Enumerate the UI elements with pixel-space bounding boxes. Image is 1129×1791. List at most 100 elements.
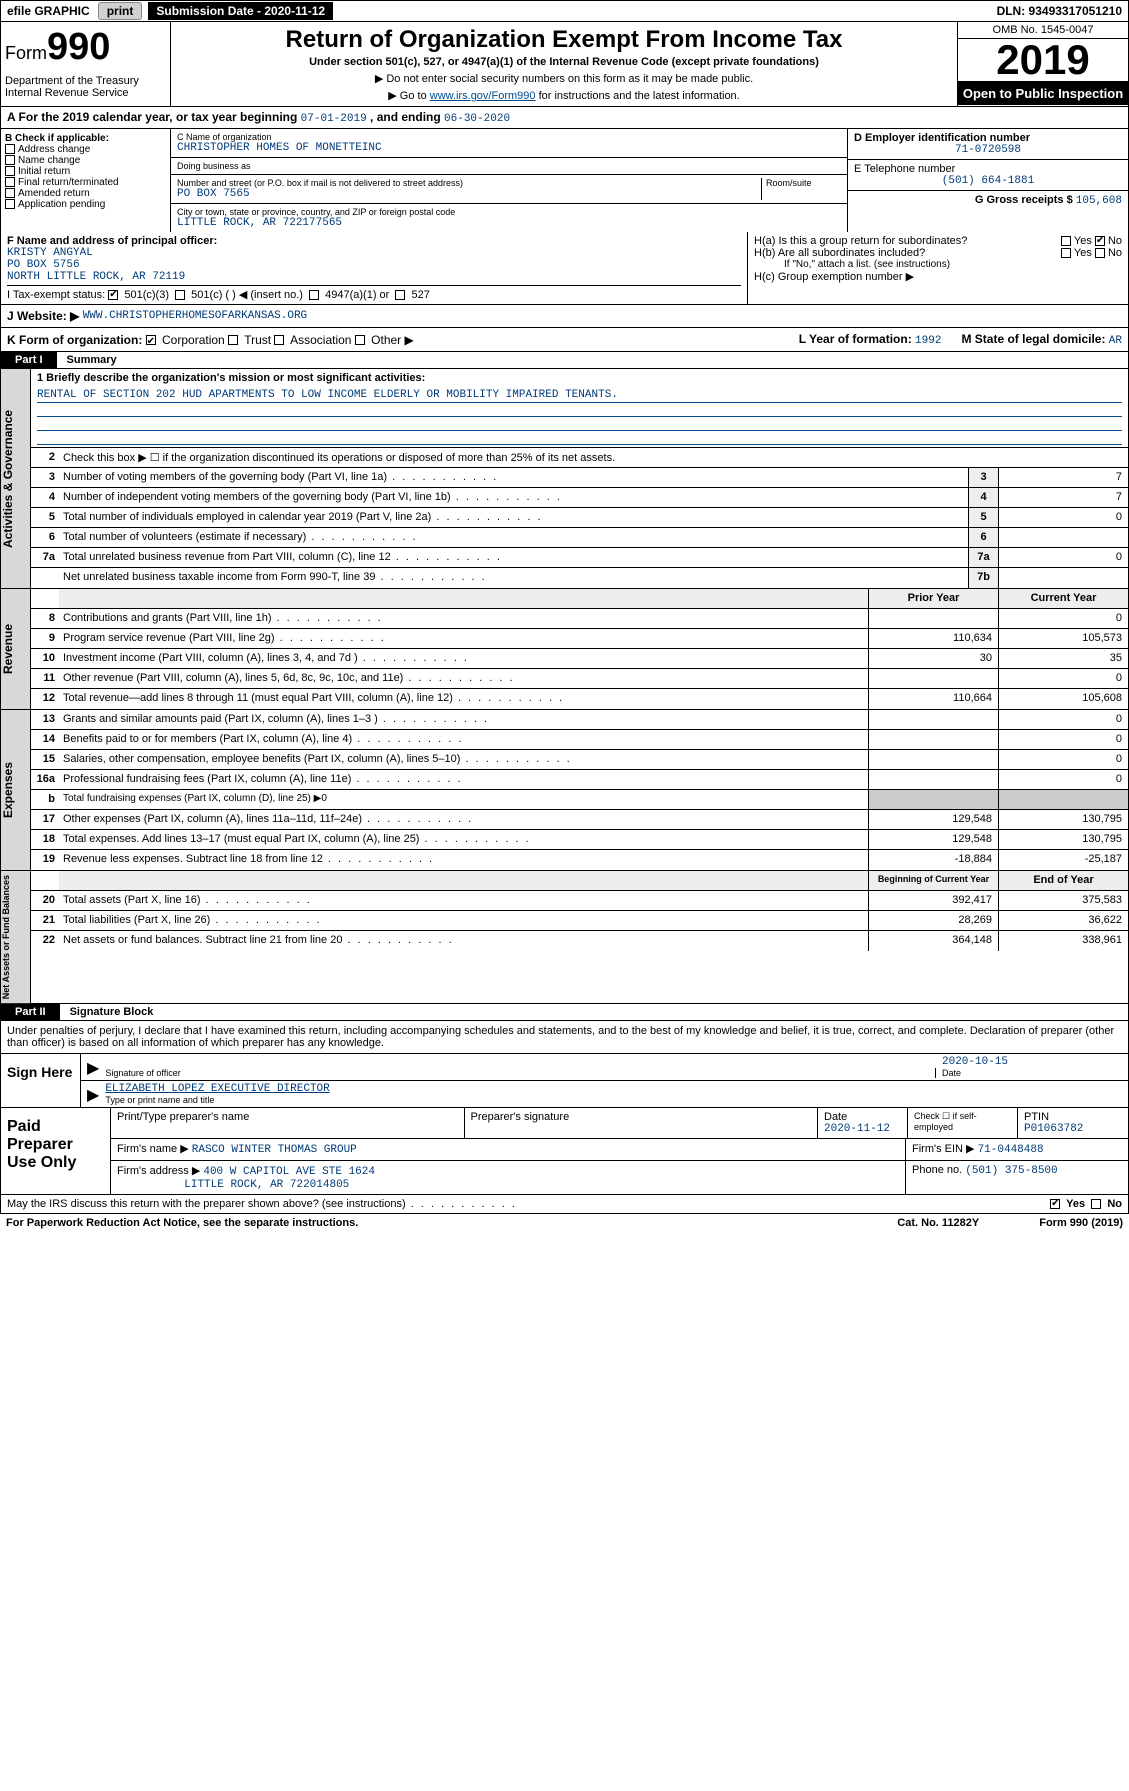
sign-here-label: Sign Here bbox=[1, 1054, 81, 1107]
formorg-lbl: K Form of organization: bbox=[7, 333, 142, 347]
print-button[interactable]: print bbox=[98, 2, 143, 20]
prep-date-val: 2020-11-12 bbox=[824, 1123, 901, 1135]
chk-name-change[interactable] bbox=[5, 155, 15, 165]
chk-assoc[interactable] bbox=[274, 335, 284, 345]
hb-yes: Yes bbox=[1074, 247, 1092, 259]
row-fh: F Name and address of principal officer:… bbox=[0, 232, 1129, 305]
opt-initial: Initial return bbox=[18, 166, 70, 177]
note2-pre: ▶ Go to bbox=[388, 90, 429, 102]
footer-bottom: For Paperwork Reduction Act Notice, see … bbox=[0, 1214, 1129, 1232]
row-k-formorg: K Form of organization: Corporation Trus… bbox=[0, 328, 1129, 352]
city-val: LITTLE ROCK, AR 722177565 bbox=[177, 217, 841, 229]
domicile-val: AR bbox=[1109, 335, 1122, 347]
year-begin: 07-01-2019 bbox=[301, 113, 367, 125]
sig-officer-lbl: Signature of officer bbox=[105, 1068, 929, 1078]
firmein-lbl: Firm's EIN ▶ bbox=[912, 1143, 975, 1155]
chk-hb-no[interactable] bbox=[1095, 248, 1105, 258]
chk-501c3[interactable] bbox=[108, 290, 118, 300]
topbar: efile GRAPHIC print Submission Date - 20… bbox=[0, 0, 1129, 22]
chk-amended[interactable] bbox=[5, 188, 15, 198]
form-subtitle: Under section 501(c), 527, or 4947(a)(1)… bbox=[177, 56, 951, 68]
opt-trust: Trust bbox=[244, 333, 271, 347]
vtab-expenses: Expenses bbox=[1, 710, 31, 870]
chk-final[interactable] bbox=[5, 177, 15, 187]
city-lbl: City or town, state or province, country… bbox=[177, 207, 841, 217]
firmphone-lbl: Phone no. bbox=[912, 1164, 965, 1176]
form990-link[interactable]: www.irs.gov/Form990 bbox=[430, 90, 536, 102]
discuss-yes: Yes bbox=[1066, 1198, 1085, 1210]
tax-year: 2019 bbox=[958, 39, 1128, 82]
chk-pending[interactable] bbox=[5, 199, 15, 209]
perjury-declaration: Under penalties of perjury, I declare th… bbox=[1, 1021, 1128, 1054]
firmaddr2: LITTLE ROCK, AR 722014805 bbox=[184, 1179, 349, 1191]
prep-selfemp: Check ☐ if self-employed bbox=[908, 1108, 1018, 1138]
officer-lbl: F Name and address of principal officer: bbox=[7, 235, 217, 247]
ha-yes: Yes bbox=[1074, 235, 1092, 247]
chk-discuss-yes[interactable] bbox=[1050, 1199, 1060, 1209]
line2-text: Check this box ▶ ☐ if the organization d… bbox=[59, 448, 1128, 467]
domicile-lbl: M State of legal domicile: bbox=[961, 332, 1108, 346]
ein-lbl: D Employer identification number bbox=[854, 132, 1122, 144]
chk-hb-yes[interactable] bbox=[1061, 248, 1071, 258]
mission-lbl: 1 Briefly describe the organization's mi… bbox=[37, 372, 425, 384]
form-prefix: Form bbox=[5, 43, 47, 63]
chk-corp[interactable] bbox=[146, 335, 156, 345]
header-mid: Return of Organization Exempt From Incom… bbox=[171, 22, 958, 106]
form-note1: ▶ Do not enter social security numbers o… bbox=[177, 72, 951, 85]
opt-501c3: 501(c)(3) bbox=[124, 289, 169, 301]
org-name: CHRISTOPHER HOMES OF MONETTEINC bbox=[177, 142, 841, 154]
chk-527[interactable] bbox=[395, 290, 405, 300]
sig-name-lbl: Type or print name and title bbox=[105, 1095, 1122, 1105]
officer-name: KRISTY ANGYAL bbox=[7, 247, 741, 259]
firmaddr-lbl: Firm's address ▶ bbox=[117, 1165, 200, 1177]
col-begin: Beginning of Current Year bbox=[868, 871, 998, 890]
col-end: End of Year bbox=[998, 871, 1128, 890]
opt-final: Final return/terminated bbox=[18, 177, 119, 188]
opt-501c: 501(c) ( ) ◀ (insert no.) bbox=[191, 289, 303, 301]
chk-ha-no[interactable] bbox=[1095, 236, 1105, 246]
chk-discuss-no[interactable] bbox=[1091, 1199, 1101, 1209]
chk-initial[interactable] bbox=[5, 166, 15, 176]
summary-netassets: Net Assets or Fund Balances Beginning of… bbox=[0, 871, 1129, 1004]
paid-label: Paid Preparer Use Only bbox=[1, 1108, 111, 1194]
block-bcde: B Check if applicable: Address change Na… bbox=[0, 129, 1129, 232]
hb-no: No bbox=[1108, 247, 1122, 259]
part1-title: Summary bbox=[57, 352, 127, 368]
paid-preparer: Paid Preparer Use Only Print/Type prepar… bbox=[0, 1108, 1129, 1195]
officer-addr1: PO BOX 5756 bbox=[7, 259, 741, 271]
col-h-group: H(a) Is this a group return for subordin… bbox=[748, 232, 1128, 304]
chk-4947[interactable] bbox=[309, 290, 319, 300]
discuss-q: May the IRS discuss this return with the… bbox=[7, 1198, 517, 1210]
open-inspection: Open to Public Inspection bbox=[958, 82, 1128, 105]
year-end: 06-30-2020 bbox=[444, 113, 510, 125]
prep-name-lbl: Print/Type preparer's name bbox=[117, 1111, 458, 1123]
summary-revenue: Revenue Prior YearCurrent Year 8Contribu… bbox=[0, 589, 1129, 710]
col-c-org: C Name of organization CHRISTOPHER HOMES… bbox=[171, 129, 848, 232]
summary-governance: Activities & Governance 1 Briefly descri… bbox=[0, 369, 1129, 589]
form-id: Form 990 (2019) bbox=[1039, 1217, 1123, 1229]
header-right: OMB No. 1545-0047 2019 Open to Public In… bbox=[958, 22, 1128, 106]
ptin-val: P01063782 bbox=[1024, 1123, 1122, 1135]
arrow-icon: ▶ bbox=[87, 1058, 99, 1078]
chk-address-change[interactable] bbox=[5, 144, 15, 154]
hb-note: If "No," attach a list. (see instruction… bbox=[754, 259, 1122, 270]
opt-name: Name change bbox=[18, 155, 80, 166]
colb-label: B Check if applicable: bbox=[5, 133, 166, 144]
chk-trust[interactable] bbox=[228, 335, 238, 345]
gross-lbl: G Gross receipts $ bbox=[975, 194, 1076, 206]
gross-val: 105,608 bbox=[1076, 195, 1122, 207]
chk-other[interactable] bbox=[355, 335, 365, 345]
chk-ha-yes[interactable] bbox=[1061, 236, 1071, 246]
firmein-val: 71-0448488 bbox=[978, 1144, 1044, 1156]
ha-no: No bbox=[1108, 235, 1122, 247]
chk-501c[interactable] bbox=[175, 290, 185, 300]
dln-label: DLN: 93493317051210 bbox=[997, 4, 1128, 18]
website-val: WWW.CHRISTOPHERHOMESOFARKANSAS.ORG bbox=[83, 310, 307, 322]
col-prior: Prior Year bbox=[868, 589, 998, 608]
room-lbl: Room/suite bbox=[766, 178, 841, 188]
sig-date-val: 2020-10-15 bbox=[942, 1056, 1122, 1068]
ha-lbl: H(a) Is this a group return for subordin… bbox=[754, 235, 967, 247]
sig-date-lbl: Date bbox=[942, 1068, 1122, 1078]
firm-val: RASCO WINTER THOMAS GROUP bbox=[192, 1144, 357, 1156]
opt-527: 527 bbox=[412, 289, 430, 301]
